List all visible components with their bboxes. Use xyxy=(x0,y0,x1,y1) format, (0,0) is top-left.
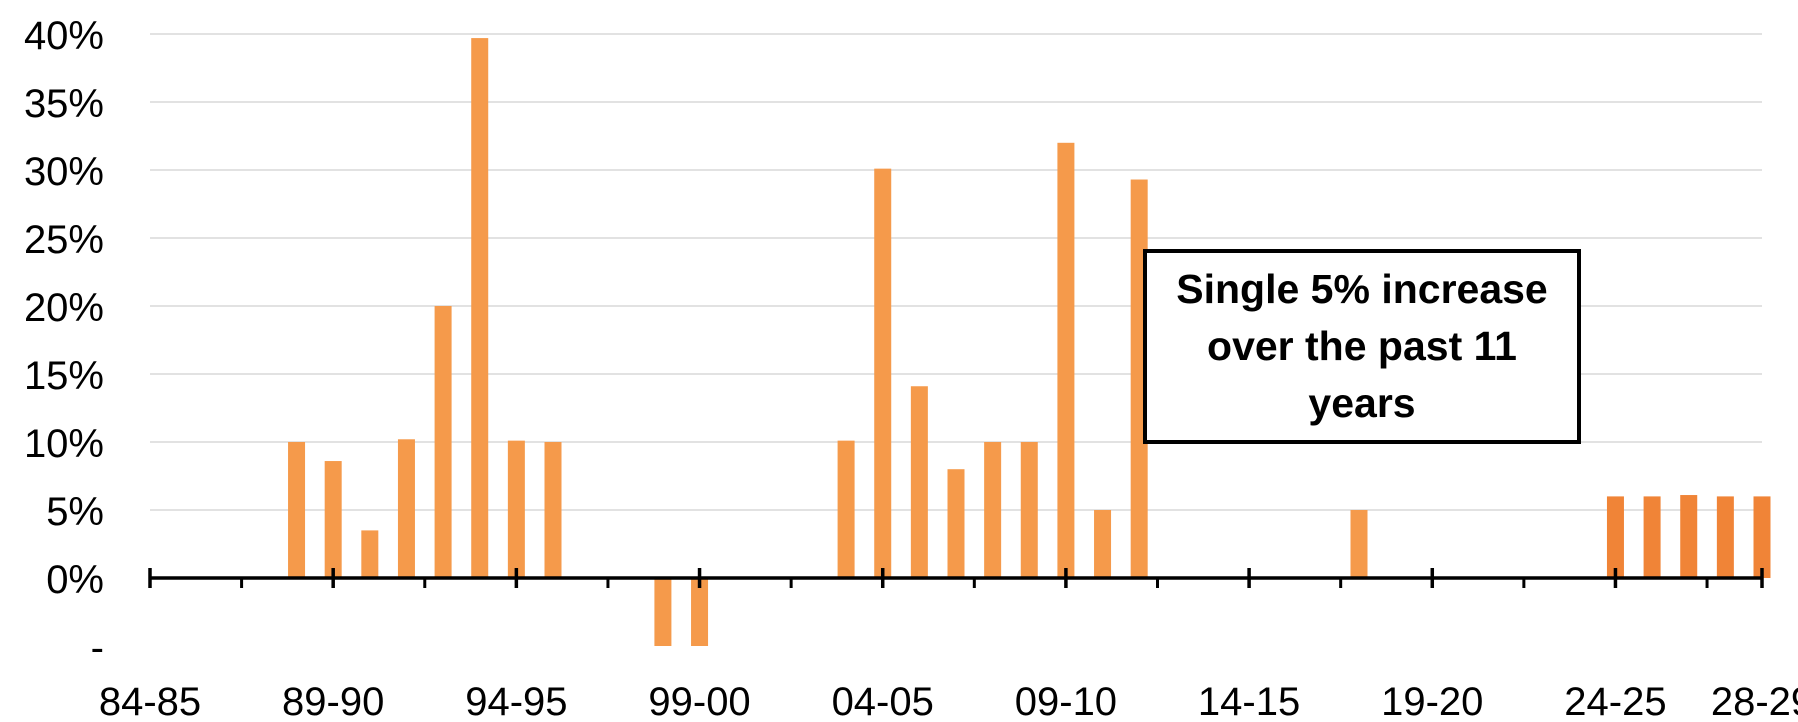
x-tick-label: 04-05 xyxy=(832,680,934,722)
x-tick-label: 09-10 xyxy=(1015,680,1117,722)
y-tick-label: - xyxy=(91,626,104,670)
bar-27-28 xyxy=(1716,496,1734,578)
bar-06-07 xyxy=(947,469,965,578)
y-tick-label: 15% xyxy=(24,354,104,398)
x-tick-label: 24-25 xyxy=(1564,680,1666,722)
bar-10-11 xyxy=(1094,510,1112,578)
annotation-box: Single 5% increase over the past 11 year… xyxy=(1143,249,1581,444)
bar-28-29 xyxy=(1753,496,1771,578)
y-tick-label: 30% xyxy=(24,150,104,194)
y-tick-label: 25% xyxy=(24,218,104,262)
x-tick-label: 94-95 xyxy=(465,680,567,722)
bar-26-27 xyxy=(1680,495,1698,578)
bar-09-10 xyxy=(1057,142,1075,579)
x-axis-tick-labels: 84-85 89-90 94-95 99-00 04-05 09-10 14-15 19-20… xyxy=(99,680,1798,722)
bar-95-96 xyxy=(544,442,562,578)
bar-24-25 xyxy=(1606,496,1624,578)
y-axis-tick-labels: 40% 35% 30% 25% 20% 15% 10% 5% 0% - xyxy=(24,14,104,670)
y-tick-label: 5% xyxy=(46,490,104,534)
gridlines xyxy=(150,33,1762,511)
bar-08-09 xyxy=(1020,442,1038,578)
bar-99-00 xyxy=(691,578,709,646)
bar-89-90 xyxy=(324,461,342,578)
bar-17-18 xyxy=(1350,510,1368,578)
bar-25-26 xyxy=(1643,496,1661,578)
x-tick-label: 28-29 xyxy=(1711,680,1798,722)
bar-03-04 xyxy=(837,440,855,578)
bar-90-91 xyxy=(361,530,379,578)
y-tick-label: 20% xyxy=(24,286,104,330)
bar-05-06 xyxy=(910,386,928,578)
y-tick-label: 10% xyxy=(24,422,104,466)
bar-98-99 xyxy=(654,578,672,646)
x-tick-label: 19-20 xyxy=(1381,680,1483,722)
bar-91-92 xyxy=(397,439,415,578)
y-tick-label: 40% xyxy=(24,14,104,58)
x-axis xyxy=(148,568,1764,588)
y-tick-label: 0% xyxy=(46,558,104,602)
bar-92-93 xyxy=(434,306,452,578)
x-tick-label: 89-90 xyxy=(282,680,384,722)
x-tick-label: 84-85 xyxy=(99,680,201,722)
bar-94-95 xyxy=(507,440,525,578)
bar-07-08 xyxy=(984,442,1002,578)
bar-88-89 xyxy=(288,442,306,578)
bar-04-05 xyxy=(874,168,892,578)
x-tick-label: 99-00 xyxy=(648,680,750,722)
y-tick-label: 35% xyxy=(24,82,104,126)
bar-93-94 xyxy=(471,38,489,578)
x-tick-label: 14-15 xyxy=(1198,680,1300,722)
